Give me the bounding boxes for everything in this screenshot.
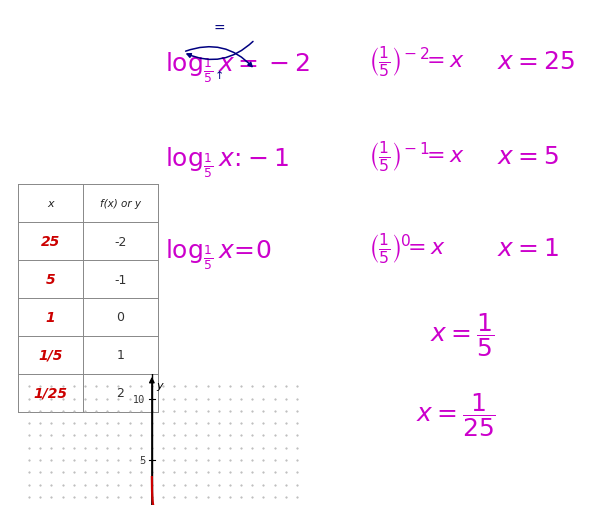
Text: 1: 1	[46, 311, 55, 324]
Text: 1/25: 1/25	[34, 386, 67, 400]
Text: =: =	[213, 22, 225, 36]
Text: $\left(\frac{1}{5}\right)^{\!-2}\!\!=x$: $\left(\frac{1}{5}\right)^{\!-2}\!\!=x$	[368, 44, 465, 79]
Text: x: x	[47, 198, 54, 209]
Text: $x=\dfrac{1}{25}$: $x=\dfrac{1}{25}$	[416, 390, 496, 438]
Text: 1/5: 1/5	[38, 348, 62, 362]
Text: 25: 25	[41, 234, 60, 248]
Text: 5: 5	[139, 455, 145, 465]
Text: f(x) or y: f(x) or y	[100, 198, 141, 209]
Text: $\log_{\frac{1}{5}} x\!=\!0$: $\log_{\frac{1}{5}} x\!=\!0$	[165, 237, 272, 272]
Text: $x=5$: $x=5$	[497, 145, 559, 169]
Text: -1: -1	[115, 273, 127, 286]
Text: $\left(\frac{1}{5}\right)^{\!0}\!\!=x$: $\left(\frac{1}{5}\right)^{\!0}\!\!=x$	[368, 231, 446, 266]
Text: 1: 1	[116, 349, 124, 362]
Text: ↑: ↑	[214, 71, 224, 81]
Text: $x=\dfrac{1}{5}$: $x=\dfrac{1}{5}$	[430, 311, 494, 358]
Text: -2: -2	[115, 235, 127, 248]
Text: $\left(\frac{1}{5}\right)^{\!-1}\!\!=x$: $\left(\frac{1}{5}\right)^{\!-1}\!\!=x$	[368, 139, 465, 174]
Text: $\log_{\frac{1}{5}} x\!:\!-1$: $\log_{\frac{1}{5}} x\!:\!-1$	[165, 145, 289, 180]
Text: 10: 10	[133, 394, 145, 404]
Text: $x=1$: $x=1$	[497, 236, 559, 261]
Text: 0: 0	[116, 311, 124, 324]
Text: 2: 2	[116, 387, 124, 400]
Text: $\log_{\frac{1}{5}} x = -2$: $\log_{\frac{1}{5}} x = -2$	[165, 51, 310, 85]
Text: 5: 5	[46, 273, 55, 286]
Text: y: y	[157, 380, 163, 390]
Text: $x=25$: $x=25$	[497, 50, 575, 74]
